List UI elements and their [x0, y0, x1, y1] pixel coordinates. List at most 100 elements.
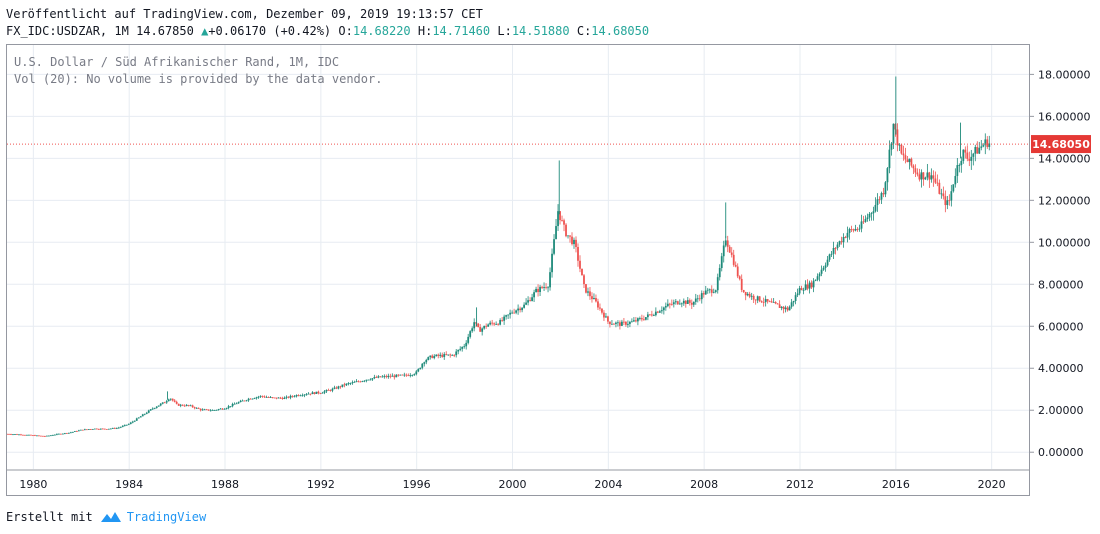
candle-body	[16, 434, 18, 435]
candle-body	[952, 184, 955, 192]
candle-body	[980, 146, 983, 148]
candle-body	[52, 435, 54, 436]
candle-body	[71, 431, 74, 433]
candle-body	[858, 228, 861, 230]
candle-body	[461, 346, 464, 349]
candle-body	[563, 220, 565, 225]
candle-body	[497, 323, 500, 325]
candle-body	[583, 275, 585, 285]
candle-body	[341, 384, 344, 387]
candle-body	[167, 399, 170, 402]
candle-body	[441, 354, 444, 357]
candle-body	[73, 431, 76, 432]
candle-body	[54, 434, 56, 436]
candle-body	[135, 418, 138, 421]
candle-body	[65, 433, 68, 434]
candle-body	[28, 434, 30, 436]
candle-body	[367, 379, 370, 381]
candle-body	[938, 182, 941, 194]
candle-body	[317, 391, 320, 394]
candle-body	[796, 293, 799, 296]
candle-body	[499, 320, 502, 325]
candle-body	[369, 379, 372, 381]
candle-body	[632, 320, 635, 322]
candle-body	[714, 290, 717, 292]
candle-body	[165, 401, 168, 403]
candle-body	[960, 160, 963, 166]
candle-body	[171, 398, 174, 401]
candle-body	[351, 382, 354, 384]
price-change: +0.06170 (+0.42%)	[208, 24, 332, 38]
candle-body	[233, 403, 236, 405]
candle-body	[363, 380, 366, 382]
candle-body	[437, 354, 440, 356]
candle-body	[581, 268, 583, 276]
candle-body	[385, 376, 388, 378]
candle-body	[573, 239, 575, 245]
candle-body	[611, 323, 613, 325]
candle-body	[75, 431, 78, 432]
candle-body	[962, 149, 965, 161]
candle-body	[964, 149, 967, 153]
low-label: L:	[497, 24, 512, 38]
x-tick-label: 1992	[307, 478, 335, 491]
candle-body	[722, 245, 725, 257]
candle-body	[732, 254, 735, 265]
candle-body	[684, 300, 687, 304]
candle-body	[453, 355, 456, 356]
up-arrow-icon: ▲	[201, 24, 209, 38]
candle-body	[814, 279, 817, 281]
candle-body	[345, 383, 348, 386]
candle-body	[838, 241, 841, 245]
candle-body	[800, 288, 803, 291]
candle-body	[864, 218, 867, 222]
candle-body	[371, 378, 374, 380]
candle-body	[688, 300, 691, 303]
candle-body	[617, 322, 619, 324]
candle-body	[359, 381, 362, 383]
candle-body	[281, 398, 284, 399]
candle-body	[253, 398, 256, 400]
candle-body	[173, 400, 176, 402]
candle-body	[503, 316, 506, 321]
tradingview-link[interactable]: TradingView	[126, 510, 207, 524]
candle-body	[790, 302, 793, 307]
candle-body	[798, 288, 801, 294]
candle-body	[381, 376, 384, 378]
candle-body	[930, 175, 933, 180]
candle-body	[866, 217, 869, 219]
candle-body	[467, 336, 470, 343]
candle-body	[465, 342, 468, 347]
candle-body	[241, 400, 244, 402]
candle-body	[774, 302, 777, 304]
candle-body	[279, 397, 282, 399]
candle-body	[69, 432, 72, 434]
candle-body	[872, 211, 875, 214]
candle-body	[22, 434, 24, 436]
candle-body	[293, 396, 296, 398]
candle-body	[700, 293, 703, 300]
candle-body	[189, 405, 192, 407]
candle-body	[215, 409, 218, 411]
candle-body	[91, 429, 94, 430]
candle-body	[631, 321, 633, 323]
candle-body	[720, 256, 723, 269]
candle-body	[840, 241, 843, 243]
candle-body	[137, 417, 140, 419]
candle-body	[770, 301, 773, 303]
candle-body	[323, 391, 326, 393]
candle-body	[760, 301, 763, 303]
candle-body	[742, 289, 745, 293]
candle-body	[79, 429, 82, 431]
candle-body	[325, 389, 328, 392]
candle-body	[686, 300, 689, 304]
x-tick-label: 2020	[978, 478, 1006, 491]
candle-body	[603, 312, 605, 318]
candle-body	[179, 404, 182, 406]
candle-body	[30, 434, 32, 436]
x-tick-label: 2004	[594, 478, 622, 491]
candle-body	[379, 376, 382, 378]
candle-body	[575, 239, 577, 248]
candle-body	[680, 303, 683, 305]
